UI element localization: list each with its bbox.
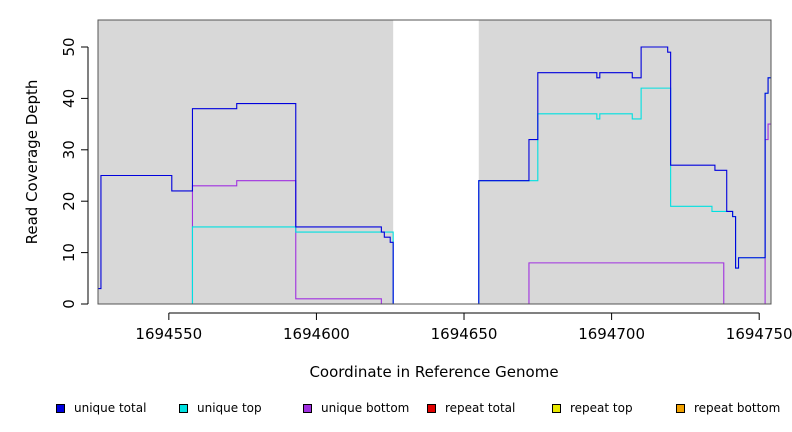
y-tick-label-30: 30 <box>60 140 78 159</box>
x-axis-label: Coordinate in Reference Genome <box>309 363 558 381</box>
shaded-regions <box>98 20 771 304</box>
legend-item-repeat-top: repeat top <box>552 401 633 415</box>
legend-label: repeat total <box>445 401 516 415</box>
x-tick-label-1694550: 1694550 <box>135 325 202 343</box>
legend-swatch <box>676 403 685 413</box>
y-axis: 0 10 20 30 40 50 <box>60 37 89 309</box>
legend-swatch <box>427 403 436 413</box>
legend-item-unique-total: unique total <box>56 401 146 415</box>
plot-border <box>97 19 772 305</box>
legend-swatch <box>179 403 188 413</box>
x-tick-label-1694650: 1694650 <box>431 325 498 343</box>
y-tick-label-0: 0 <box>60 299 78 309</box>
y-tick-label-10: 10 <box>60 243 78 262</box>
legend-swatch <box>303 403 312 413</box>
legend-label: unique top <box>197 401 262 415</box>
legend-item-unique-top: unique top <box>179 401 262 415</box>
y-tick-label-20: 20 <box>60 192 78 211</box>
legend-label: repeat bottom <box>694 401 781 415</box>
x-tick-label-1694700: 1694700 <box>578 325 645 343</box>
legend-swatch <box>56 403 65 413</box>
legend-item-repeat-bottom: repeat bottom <box>676 401 780 415</box>
legend-item-repeat-total: repeat total <box>427 401 515 415</box>
series-line-unique-total <box>98 46 771 305</box>
x-tick-label-1694750: 1694750 <box>726 325 792 343</box>
legend-item-unique-bottom: unique bottom <box>303 401 409 415</box>
legend-label: unique bottom <box>321 401 410 415</box>
y-tick-label-50: 50 <box>60 37 78 56</box>
legend-label: unique total <box>74 401 147 415</box>
x-axis: 1694550 1694600 1694650 1694700 1694750 <box>135 312 792 343</box>
legend-swatch <box>552 403 561 413</box>
x-tick-label-1694600: 1694600 <box>283 325 350 343</box>
legend: unique total unique top unique bottom repea… <box>0 401 792 417</box>
y-axis-label: Read Coverage Depth <box>23 80 41 245</box>
y-tick-label-40: 40 <box>60 89 78 108</box>
legend-label: repeat top <box>570 401 633 415</box>
shaded-region-2 <box>478 20 771 304</box>
shaded-region-1 <box>98 20 394 304</box>
